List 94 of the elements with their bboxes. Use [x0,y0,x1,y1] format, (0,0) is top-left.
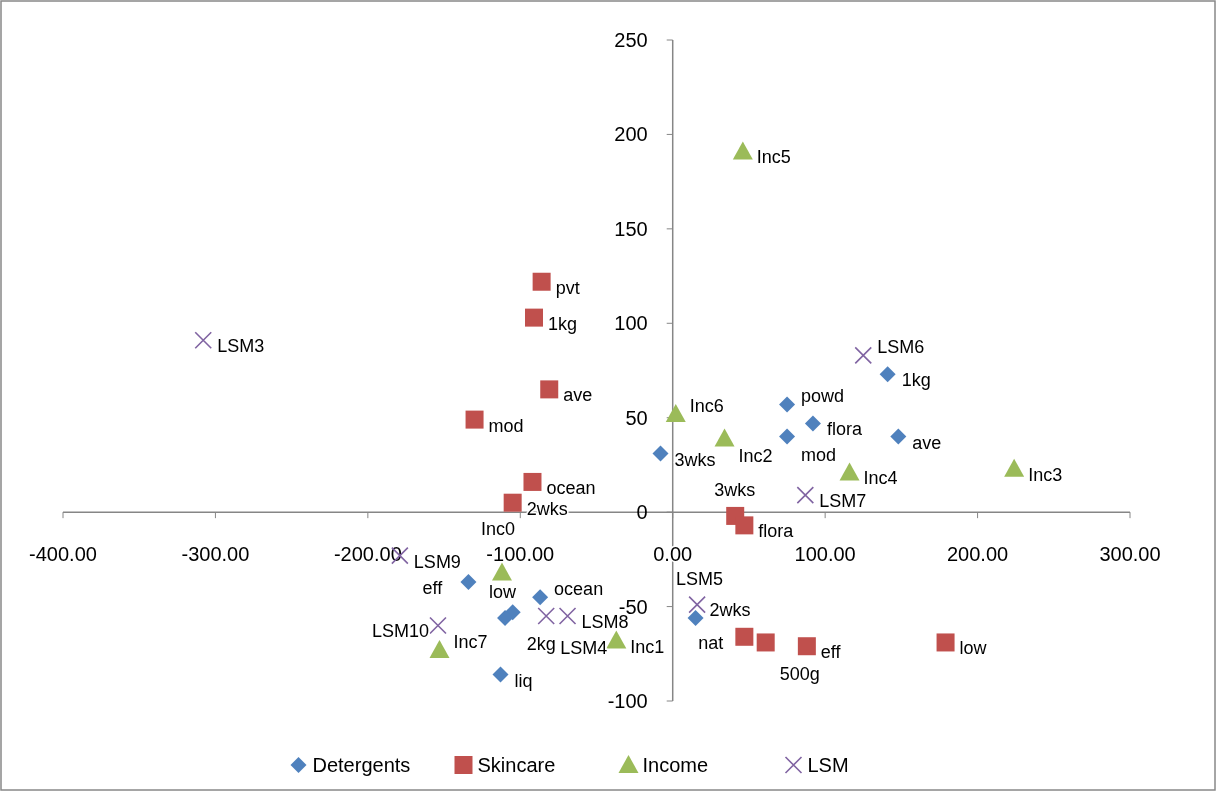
point [890,428,907,445]
annotation: powd [801,386,845,407]
annotation: pvt [555,277,580,298]
point [525,308,543,327]
point [540,380,559,399]
annotation: LSM10 [371,621,430,642]
x-tick-label: -300.00 [181,543,250,566]
annotation: ocean [546,477,596,498]
point [460,574,477,591]
annotation: flora [758,521,795,542]
point [804,415,821,432]
annotation: Inc4 [863,468,898,489]
point [429,640,450,659]
annotation: Inc6 [689,395,724,416]
point [756,633,775,652]
annotation: 1kg [901,370,931,391]
annotation: mod [488,415,524,436]
y-tick-label: 200 [614,123,648,146]
point [429,616,447,635]
x-tick-label: -400.00 [29,543,97,566]
annotation: mod [801,444,837,465]
point [714,428,735,447]
annotation: Inc3 [1028,464,1063,485]
point [532,272,551,291]
x-tick-label: 0.00 [653,543,693,566]
point [465,410,484,429]
point [665,403,686,422]
point [492,666,509,683]
point [779,396,796,413]
annotation: low [489,581,518,602]
point [936,633,955,652]
annotation: eff [820,642,842,663]
x-tick-label: -100.00 [486,543,555,566]
annotation: ave [563,385,593,406]
x-tick-label: 300.00 [1099,543,1161,566]
annotation: Inc5 [756,147,791,168]
annotation: 2wks [526,498,568,519]
legend-label: Income [642,754,709,776]
annotation: Inc0 [480,518,516,539]
point [779,428,796,445]
point [1004,458,1025,477]
point [532,589,549,606]
point [194,331,213,350]
point [839,462,860,481]
legend-label: Detergents [312,754,411,776]
legend-label: LSM [807,754,849,776]
point [503,493,522,512]
point [537,607,555,625]
annotation: 2kg [526,634,556,655]
point [606,630,627,649]
point [523,472,542,491]
y-tick-label: 150 [614,217,648,240]
annotation: 3wks [674,449,716,470]
annotation: Inc2 [738,446,773,467]
point [491,562,512,581]
point [687,609,704,626]
point [497,609,514,626]
y-tick-label: 250 [614,29,648,51]
legend-label: Skincare [477,754,556,776]
annotation: flora [826,419,863,440]
annotation: LSM3 [217,336,265,357]
point [735,627,754,646]
annotation: ave [912,432,942,453]
annotation: liq [514,670,533,691]
annotation: 500g [779,664,820,685]
annotation: 3wks [714,479,756,500]
annotation: eff [422,578,444,599]
point [688,595,706,614]
point [558,607,577,625]
y-tick-label: 50 [625,406,648,429]
point [732,141,753,160]
point [879,366,896,383]
annotation: LSM4 [560,638,608,659]
annotation: LSM5 [676,568,724,589]
annotation: LSM6 [877,337,925,358]
y-tick-label: -100 [607,690,648,712]
annotation: nat [698,632,724,653]
annotation: low [959,638,988,659]
point [797,637,816,656]
annotation: Inc1 [630,636,665,657]
point [854,346,873,365]
annotation: Inc7 [453,632,488,653]
x-tick-label: 100.00 [794,543,856,566]
point [796,486,815,504]
x-tick-label: 200.00 [946,543,1009,566]
annotation: ocean [554,579,604,600]
y-tick-label: 100 [614,312,648,335]
annotation: 2wks [709,599,751,620]
point [652,445,669,462]
annotation: LSM9 [413,551,461,572]
annotation: LSM7 [819,491,867,512]
y-tick-label: 0 [636,501,648,524]
annotation: 1kg [548,313,578,334]
point [735,516,754,535]
